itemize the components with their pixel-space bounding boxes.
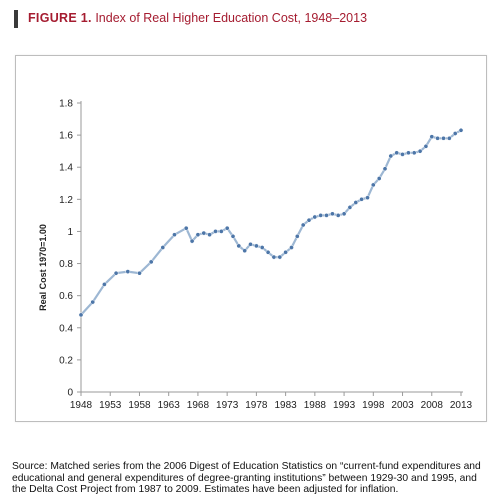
x-tick-label: 1958 <box>128 400 151 411</box>
data-point <box>312 214 318 220</box>
data-point <box>400 152 405 157</box>
x-tick-label: 1948 <box>70 400 93 411</box>
data-point <box>254 243 259 249</box>
data-point <box>207 232 212 238</box>
data-point <box>248 241 253 247</box>
data-point <box>429 134 435 140</box>
data-point <box>370 182 376 188</box>
x-tick-label: 1978 <box>245 400 268 411</box>
data-point <box>242 248 248 254</box>
y-tick-label: 1.6 <box>59 131 73 142</box>
data-point <box>441 135 446 141</box>
data-point <box>125 269 131 274</box>
data-point <box>201 230 207 236</box>
x-tick-label: 1953 <box>99 400 122 411</box>
data-point <box>294 233 300 239</box>
data-point <box>137 270 142 276</box>
data-point <box>423 143 429 149</box>
data-point <box>160 245 166 250</box>
x-tick-label: 1993 <box>333 400 356 411</box>
data-point <box>236 243 242 249</box>
data-point <box>289 245 294 250</box>
data-point <box>283 249 288 255</box>
data-point <box>330 211 335 217</box>
y-axis-label: Real Cost 1970=1.00 <box>38 224 48 311</box>
y-tick-label: 1.4 <box>59 163 73 174</box>
x-tick-label: 1998 <box>362 400 385 411</box>
x-tick-label: 1968 <box>187 400 210 411</box>
source-note: Source: Matched series from the 2006 Dig… <box>12 461 481 495</box>
x-tick-label: 1963 <box>158 400 181 411</box>
x-tick-label: 1988 <box>304 400 327 411</box>
y-axis: 0 0.2 0.4 0.6 0.8 1 1.2 1.4 1.6 1.8 <box>59 99 82 399</box>
data-point <box>78 312 84 318</box>
data-point <box>365 195 370 201</box>
data-point <box>102 282 107 287</box>
data-point <box>90 299 96 305</box>
data-point <box>341 211 347 217</box>
data-point <box>376 176 382 181</box>
data-point <box>417 148 423 154</box>
data-point <box>435 135 440 141</box>
data-point <box>271 254 277 260</box>
y-tick-label: 0 <box>67 388 73 399</box>
data-point <box>324 213 329 218</box>
data-point <box>213 229 218 234</box>
data-point <box>218 229 224 234</box>
data-point <box>230 233 236 239</box>
data-point <box>318 213 324 218</box>
data-point <box>259 245 265 250</box>
data-point <box>224 225 230 231</box>
data-point <box>347 205 353 210</box>
data-point <box>113 270 119 276</box>
data-point <box>265 249 271 255</box>
data-point <box>195 232 201 238</box>
y-tick-label: 0.6 <box>59 291 73 302</box>
data-point <box>406 150 411 156</box>
x-axis: 1948 1953 1958 1963 1968 1973 1978 1983 1988 1993… <box>70 391 473 411</box>
x-tick-label: 2003 <box>391 400 414 411</box>
data-point <box>394 150 400 156</box>
series-line <box>80 129 462 316</box>
x-tick-label: 2008 <box>421 400 444 411</box>
data-point <box>300 222 306 228</box>
chart-frame: 0 0.2 0.4 0.6 0.8 1 1.2 1.4 1.6 1.8 1948 1953 1958 1… <box>15 55 487 422</box>
data-point <box>306 217 312 223</box>
data-point <box>359 196 364 202</box>
y-tick-label: 1 <box>67 227 73 238</box>
y-tick-label: 0.4 <box>59 323 73 334</box>
data-point <box>353 200 359 205</box>
data-point <box>183 225 189 231</box>
y-tick-label: 0.8 <box>59 259 73 270</box>
data-point <box>189 238 195 244</box>
x-tick-label: 1983 <box>274 400 297 411</box>
data-point <box>452 131 458 136</box>
series-markers <box>78 127 464 318</box>
data-point <box>446 135 452 141</box>
data-point <box>335 213 341 218</box>
y-tick-label: 0.2 <box>59 355 73 366</box>
data-point <box>382 166 388 172</box>
data-point <box>388 153 394 159</box>
x-tick-label: 2013 <box>450 400 473 411</box>
y-tick-label: 1.8 <box>59 99 73 110</box>
header-accent-bar <box>14 10 18 28</box>
data-point <box>172 232 177 238</box>
data-point <box>277 254 283 260</box>
figure-header: FIGURE 1. Index of Real Higher Education… <box>14 10 494 30</box>
data-point <box>411 150 417 156</box>
figure-label: FIGURE 1. <box>28 11 92 25</box>
figure-title-text: Index of Real Higher Education Cost, 194… <box>95 11 368 25</box>
y-tick-label: 1.2 <box>59 195 73 206</box>
data-point <box>458 127 464 133</box>
figure-title: FIGURE 1. Index of Real Higher Education… <box>28 11 367 25</box>
data-point <box>148 259 154 265</box>
x-tick-label: 1973 <box>216 400 239 411</box>
line-chart: 00.20.40.60.811.21.41.61.8 1948 1953 1958 1… <box>38 99 473 412</box>
